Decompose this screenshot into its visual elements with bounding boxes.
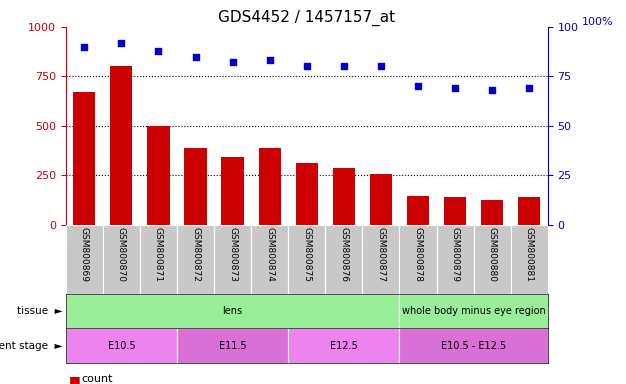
Text: lens: lens <box>222 306 243 316</box>
Text: GSM800869: GSM800869 <box>80 227 89 282</box>
Text: GSM800873: GSM800873 <box>228 227 237 282</box>
Bar <box>140 225 177 294</box>
Text: GSM800881: GSM800881 <box>525 227 534 282</box>
Text: E10.5: E10.5 <box>108 341 135 351</box>
Bar <box>110 66 133 225</box>
Point <box>413 83 423 89</box>
Text: GSM800877: GSM800877 <box>376 227 386 282</box>
Bar <box>444 197 466 225</box>
Text: GSM800872: GSM800872 <box>191 227 200 281</box>
Point <box>450 85 460 91</box>
Bar <box>362 225 399 294</box>
Text: whole body minus eye region: whole body minus eye region <box>402 306 545 316</box>
Point <box>265 58 275 64</box>
Bar <box>73 92 95 225</box>
Bar <box>370 174 392 225</box>
Bar <box>481 200 503 225</box>
Text: E12.5: E12.5 <box>330 341 357 351</box>
Bar <box>518 197 540 225</box>
Bar <box>326 225 362 294</box>
Text: count: count <box>81 374 113 384</box>
Bar <box>147 126 170 225</box>
Text: ■: ■ <box>69 374 81 384</box>
Bar <box>474 225 511 294</box>
Bar <box>251 225 288 294</box>
Text: GSM800879: GSM800879 <box>451 227 459 282</box>
Bar <box>399 328 548 363</box>
Bar <box>295 163 318 225</box>
Bar <box>399 225 436 294</box>
Point <box>376 63 386 70</box>
Text: E10.5 - E12.5: E10.5 - E12.5 <box>441 341 506 351</box>
Point <box>116 40 126 46</box>
Point <box>524 85 534 91</box>
Bar <box>511 225 548 294</box>
Bar <box>332 168 355 225</box>
Bar <box>66 294 399 328</box>
Text: GSM800878: GSM800878 <box>414 227 423 282</box>
Point <box>190 53 200 60</box>
Text: development stage  ►: development stage ► <box>0 341 63 351</box>
Bar <box>407 196 429 225</box>
Text: GSM800874: GSM800874 <box>265 227 274 281</box>
Bar <box>103 225 140 294</box>
Point <box>228 60 238 66</box>
Point <box>302 63 312 70</box>
Text: GSM800871: GSM800871 <box>154 227 163 282</box>
Bar <box>66 328 177 363</box>
Point <box>339 63 349 70</box>
Bar <box>185 147 207 225</box>
Bar <box>177 225 214 294</box>
Title: GDS4452 / 1457157_at: GDS4452 / 1457157_at <box>218 9 395 25</box>
Text: tissue  ►: tissue ► <box>17 306 63 316</box>
Text: E11.5: E11.5 <box>218 341 247 351</box>
Bar <box>259 147 281 225</box>
Text: 100%: 100% <box>582 17 613 27</box>
Bar <box>214 225 251 294</box>
Point <box>80 44 90 50</box>
Bar <box>66 225 103 294</box>
Bar <box>288 328 399 363</box>
Text: GSM800880: GSM800880 <box>488 227 496 282</box>
Text: GSM800875: GSM800875 <box>302 227 311 282</box>
Bar <box>399 294 548 328</box>
Point <box>153 48 163 54</box>
Text: GSM800870: GSM800870 <box>117 227 126 282</box>
Bar <box>436 225 474 294</box>
Bar <box>222 157 244 225</box>
Text: GSM800876: GSM800876 <box>339 227 348 282</box>
Bar <box>288 225 326 294</box>
Point <box>487 87 497 93</box>
Bar <box>177 328 288 363</box>
